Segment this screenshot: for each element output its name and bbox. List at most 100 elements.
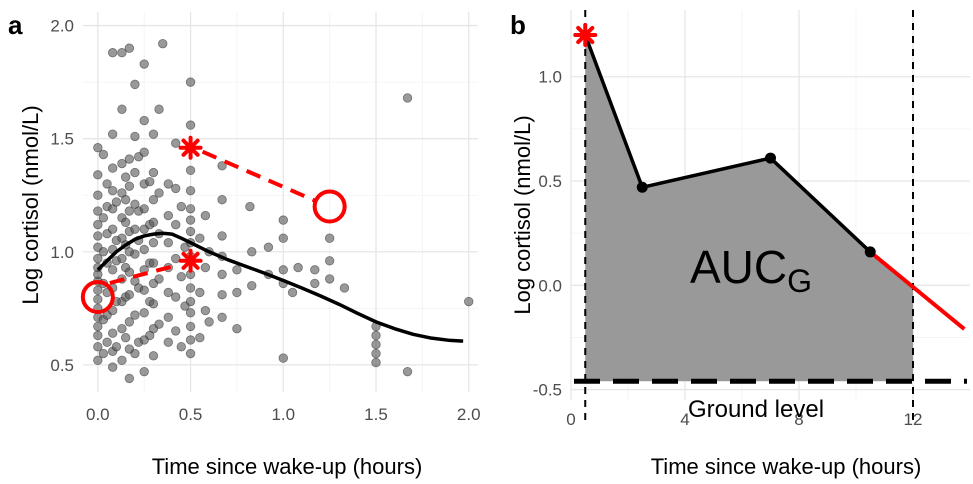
panel-a-data-point [324, 233, 335, 243]
panel-b-y-tick-label: -0.5 [533, 381, 562, 400]
panel-a-data-point [130, 249, 140, 259]
panel-a-data-point [247, 280, 257, 291]
panel-a-x-tick-label: 0.0 [86, 405, 110, 424]
panel-a-data-point [145, 176, 155, 187]
panel-a-data-point [185, 226, 196, 237]
panel-a-data-point [93, 206, 103, 216]
panel-a-data-point [93, 321, 103, 332]
panel-a-data-point [371, 357, 381, 368]
panel-a-data-point [139, 59, 149, 69]
panel-a-data-point [371, 348, 381, 359]
panel-a-data-point [185, 348, 196, 359]
panel-a-data-point [200, 262, 211, 273]
panel-a-data-point [111, 197, 122, 207]
panel-a-data-point [163, 210, 174, 221]
panel-a-data-point [124, 290, 135, 300]
panel-a-data-point [195, 333, 205, 343]
panel-b-y-tick-label: 1.0 [538, 68, 562, 87]
panel-a-data-point [124, 206, 135, 216]
panel-a-data-point [107, 129, 118, 139]
panel-a-data-point [217, 231, 227, 241]
panel-a-data-point [93, 170, 103, 180]
panel-b-ground-level-label: Ground level [688, 396, 824, 423]
panel-a-data-point [217, 161, 227, 171]
panel-a-data-point [176, 342, 186, 352]
panel-a-data-point [171, 183, 181, 194]
panel-b-auc-area [585, 35, 913, 382]
panel-a-x-tick-label: 1.5 [364, 405, 388, 424]
panel-a-data-point [154, 188, 164, 198]
panel-a-data-point [107, 362, 118, 372]
panel-b-cortisol-line [583, 34, 872, 254]
panel-a-data-point [98, 247, 109, 257]
panel-a-data-point [185, 120, 196, 130]
panel-a-data-point [98, 213, 109, 223]
panel-a-data-point [310, 265, 320, 275]
panel-a-data-point [148, 299, 159, 309]
panel-a-highlights [80, 135, 347, 314]
panel-a-data-point [171, 326, 181, 336]
panel-a-letter: a [8, 10, 23, 40]
panel-a-data-point [130, 167, 140, 178]
panel-a-data-point [139, 285, 149, 295]
panel-a-data-point [120, 195, 131, 205]
panel-a-data-point [124, 154, 135, 164]
panel-b-extrapolation-line [868, 250, 966, 331]
panel-a-data-point [117, 253, 127, 264]
panel-a-data-point [107, 185, 118, 196]
panel-a-data-point [107, 48, 118, 58]
panel-a-data-point [117, 48, 127, 58]
panel-a-data-point [107, 328, 118, 338]
panel-b-y-axis-label: Log cortisol (nmol/L) [510, 115, 535, 314]
panel-b-data-point [864, 246, 876, 258]
panel-a-data-point [163, 238, 174, 248]
panel-a-data-point [158, 38, 168, 49]
panel-a-data-point [93, 285, 103, 295]
panel-a-data-point [93, 190, 103, 200]
panel-a-data-point [148, 195, 159, 205]
panel-a-data-point [107, 163, 118, 173]
panel-a-x-tick-label: 2.0 [457, 405, 481, 424]
panel-a-data-point [98, 348, 109, 359]
panel-a-data-point [124, 43, 135, 53]
panel-a-data-point [117, 104, 127, 114]
panel-a-data-point [217, 290, 227, 300]
panel-b-x-tick-label: 8 [794, 410, 803, 429]
panel-a-data-point [117, 355, 127, 366]
panel-a-data-point [139, 204, 149, 214]
panel-a-data-point [245, 201, 255, 212]
panel-a-upper-star-marker [178, 135, 203, 160]
panel-b-tick-labels: 0 4 8 12-0.50.00.51.0 [533, 68, 923, 429]
panel-a-data-point [163, 287, 174, 298]
panel-a-data-point [195, 233, 205, 243]
panel-a-x-axis-label: Time since wake-up (hours) [152, 454, 423, 479]
panel-a-data-point [163, 179, 174, 189]
panel-a-data-point [98, 149, 109, 160]
panel-a-data-point [93, 143, 103, 153]
panel-a-data-point [154, 274, 164, 284]
panel-a-y-tick-label: 1.0 [50, 243, 74, 262]
panel-a-data-point [93, 219, 103, 230]
panel-a-data-point [176, 271, 186, 282]
panel-a-data-point [171, 292, 181, 302]
panel-a-data-point [148, 258, 159, 268]
panel-a-data-point [185, 321, 196, 332]
panel-a-data-point [185, 283, 196, 293]
panel-a-lower-star-marker [178, 248, 203, 273]
panel-a-mean-curve [96, 231, 464, 343]
panel-a-data-point [154, 104, 164, 114]
panel-b-peak-star [573, 23, 598, 48]
panel-a-data-point [148, 238, 159, 248]
panel-b-x-axis-label: Time since wake-up (hours) [651, 454, 922, 479]
panel-a-upper-circle-marker [312, 189, 347, 224]
panel-a-data-point [120, 333, 131, 343]
panel-a-data-point [130, 131, 140, 142]
panel-a-data-point [93, 330, 103, 341]
panel-a-data-point [171, 253, 181, 264]
panel-a-data-point [324, 256, 335, 266]
panel-b: b 0 4 8 12-0.50.00.51.0 AUCG Ground level T… [510, 10, 970, 479]
panel-a-data-point [130, 224, 140, 234]
panel-a-data-point [217, 195, 227, 205]
panel-a-data-point [204, 317, 214, 327]
